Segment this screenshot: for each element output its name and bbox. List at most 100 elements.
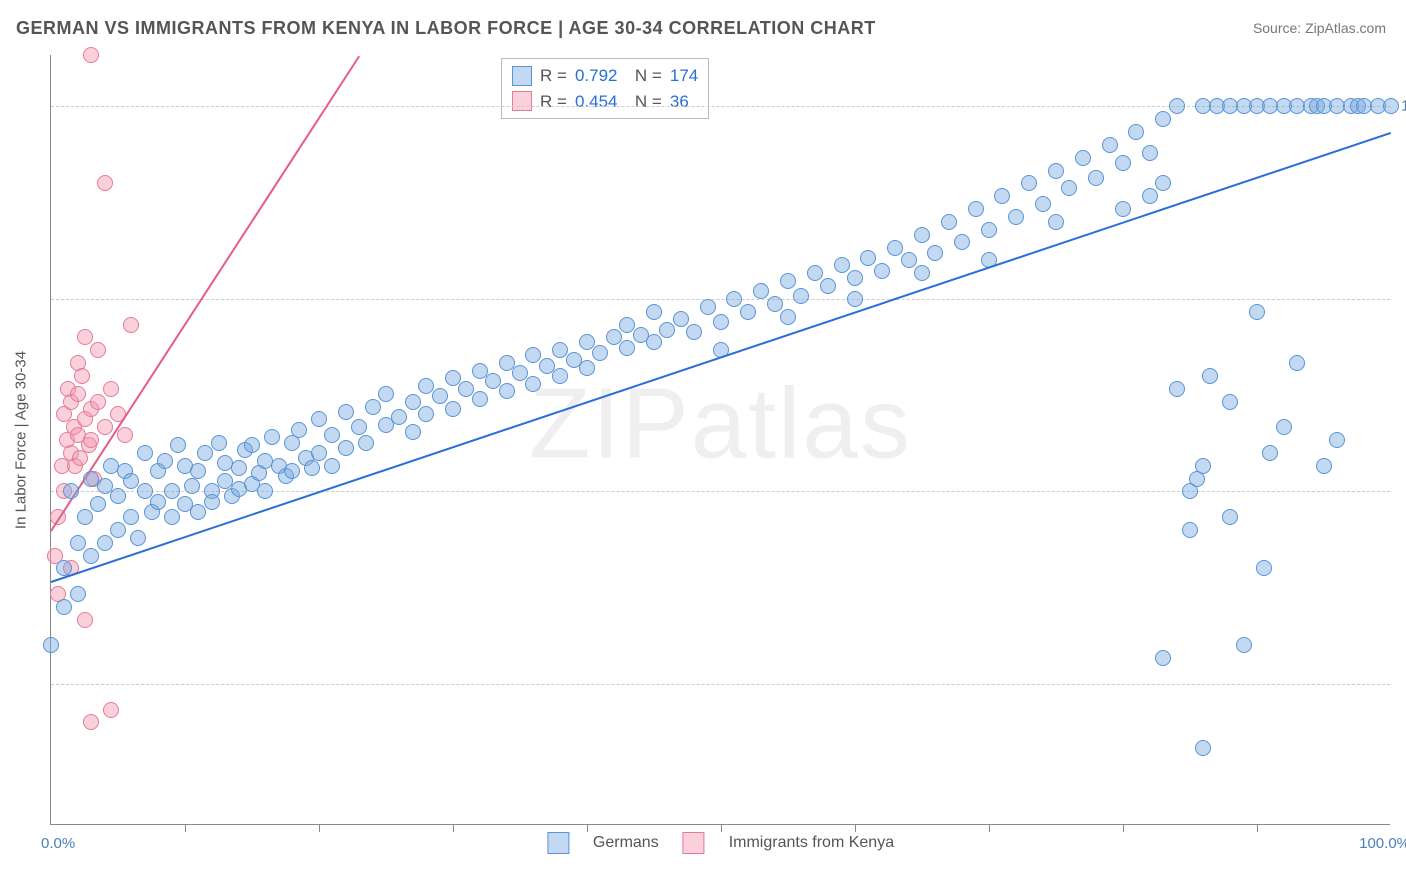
- data-point: [77, 509, 93, 525]
- data-point: [445, 401, 461, 417]
- x-axis-tick: [1123, 824, 1124, 832]
- r-value: 0.454: [575, 89, 618, 115]
- data-point: [97, 535, 113, 551]
- data-point: [1236, 637, 1252, 653]
- n-label: N =: [625, 63, 661, 89]
- data-point: [1195, 458, 1211, 474]
- data-point: [1262, 445, 1278, 461]
- data-point: [525, 376, 541, 392]
- data-point: [97, 419, 113, 435]
- data-point: [103, 381, 119, 397]
- data-point: [90, 496, 106, 512]
- data-point: [77, 329, 93, 345]
- data-point: [110, 488, 126, 504]
- data-point: [77, 612, 93, 628]
- data-point: [190, 504, 206, 520]
- data-point: [981, 222, 997, 238]
- data-point: [391, 409, 407, 425]
- data-point: [807, 265, 823, 281]
- data-point: [552, 368, 568, 384]
- data-point: [324, 458, 340, 474]
- y-axis-tick-label: 100.0%: [1401, 98, 1406, 115]
- legend-swatch-icon: [547, 832, 569, 854]
- data-point: [860, 250, 876, 266]
- data-point: [941, 214, 957, 230]
- y-axis-title: In Labor Force | Age 30-34: [13, 350, 30, 528]
- n-label: N =: [625, 89, 661, 115]
- data-point: [780, 273, 796, 289]
- data-point: [700, 299, 716, 315]
- data-point: [1142, 188, 1158, 204]
- data-point: [1035, 196, 1051, 212]
- chart-plot-area: ZIPatlas In Labor Force | Age 30-34 R = …: [50, 55, 1390, 825]
- data-point: [418, 406, 434, 422]
- x-axis-tick: [1257, 824, 1258, 832]
- data-point: [117, 427, 133, 443]
- data-point: [740, 304, 756, 320]
- data-point: [338, 440, 354, 456]
- data-point: [914, 227, 930, 243]
- data-point: [97, 175, 113, 191]
- data-point: [264, 429, 280, 445]
- data-point: [499, 383, 515, 399]
- x-axis-tick: [587, 824, 588, 832]
- data-point: [405, 424, 421, 440]
- r-value: 0.792: [575, 63, 618, 89]
- data-point: [231, 460, 247, 476]
- data-point: [304, 460, 320, 476]
- source-attribution: Source: ZipAtlas.com: [1253, 20, 1386, 36]
- watermark: ZIPatlas: [529, 367, 912, 482]
- data-point: [123, 317, 139, 333]
- x-axis-tick: [855, 824, 856, 832]
- legend-swatch-icon: [683, 832, 705, 854]
- trend-line: [51, 132, 1392, 583]
- data-point: [70, 535, 86, 551]
- data-point: [1256, 560, 1272, 576]
- data-point: [1075, 150, 1091, 166]
- data-point: [63, 483, 79, 499]
- data-point: [1155, 111, 1171, 127]
- data-point: [753, 283, 769, 299]
- x-axis-min-label: 0.0%: [41, 835, 75, 852]
- data-point: [901, 252, 917, 268]
- data-point: [204, 494, 220, 510]
- data-point: [793, 288, 809, 304]
- r-label: R =: [540, 89, 567, 115]
- r-label: R =: [540, 63, 567, 89]
- correlation-row-germans: R = 0.792 N = 174: [512, 63, 698, 89]
- data-point: [1008, 209, 1024, 225]
- data-point: [726, 291, 742, 307]
- data-point: [927, 245, 943, 261]
- data-point: [592, 345, 608, 361]
- data-point: [1169, 98, 1185, 114]
- data-point: [291, 422, 307, 438]
- data-point: [579, 360, 595, 376]
- data-point: [338, 404, 354, 420]
- data-point: [137, 445, 153, 461]
- data-point: [324, 427, 340, 443]
- data-point: [914, 265, 930, 281]
- data-point: [184, 478, 200, 494]
- data-point: [1115, 201, 1131, 217]
- x-axis-tick: [185, 824, 186, 832]
- data-point: [43, 637, 59, 653]
- swatch-icon: [512, 66, 532, 86]
- data-point: [378, 386, 394, 402]
- data-point: [472, 391, 488, 407]
- data-point: [1155, 650, 1171, 666]
- data-point: [646, 304, 662, 320]
- data-point: [1088, 170, 1104, 186]
- data-point: [190, 463, 206, 479]
- legend-label-kenya: Immigrants from Kenya: [729, 834, 894, 852]
- data-point: [713, 314, 729, 330]
- x-axis-tick: [453, 824, 454, 832]
- data-point: [56, 599, 72, 615]
- data-point: [1048, 214, 1064, 230]
- data-point: [83, 47, 99, 63]
- data-point: [820, 278, 836, 294]
- data-point: [874, 263, 890, 279]
- data-point: [847, 291, 863, 307]
- data-point: [994, 188, 1010, 204]
- legend-label-germans: Germans: [593, 834, 659, 852]
- data-point: [968, 201, 984, 217]
